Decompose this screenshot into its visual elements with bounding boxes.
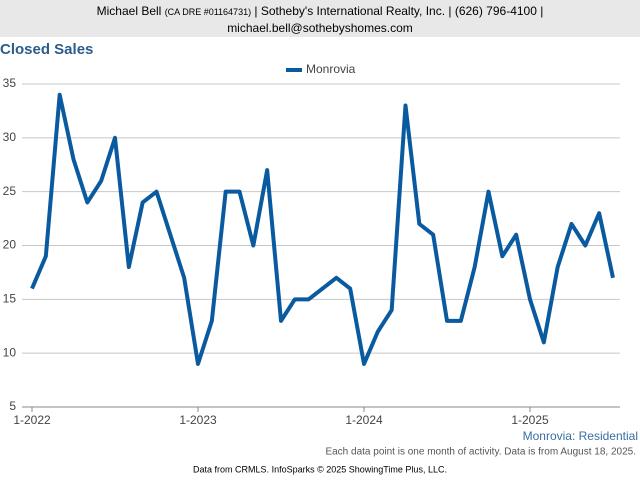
x-tick-label: 1-2025 (511, 413, 549, 427)
y-tick-label: 10 (3, 345, 17, 359)
y-tick-label: 5 (9, 399, 16, 413)
y-tick-label: 30 (3, 130, 17, 144)
chart-note: Each data point is one month of activity… (325, 447, 636, 458)
x-tick-label: 1-2022 (13, 413, 51, 427)
data-line (30, 92, 615, 366)
x-tick-label: 1-2024 (345, 413, 383, 427)
y-tick-label: 25 (3, 184, 17, 198)
chart-subtitle: Monrovia: Residential (523, 429, 638, 443)
agent-details: | Sotheby's International Realty, Inc. |… (254, 4, 544, 18)
agent-email: michael.bell@sothebyshomes.com (227, 21, 413, 35)
agent-name: Michael Bell (96, 4, 162, 18)
chart-title: Closed Sales (0, 41, 93, 58)
y-tick-label: 15 (3, 292, 17, 306)
agent-license: (CA DRE #01164731) (164, 7, 252, 17)
chart-source: Data from CRMLS. InfoSparks © 2025 Showi… (193, 464, 447, 474)
x-tick-label: 1-2023 (179, 413, 217, 427)
y-tick-label: 20 (3, 238, 17, 252)
y-tick-label: 35 (3, 76, 17, 90)
legend-label: Monrovia (306, 62, 356, 76)
agent-header: Michael Bell (CA DRE #01164731) | Sotheb… (0, 0, 640, 37)
